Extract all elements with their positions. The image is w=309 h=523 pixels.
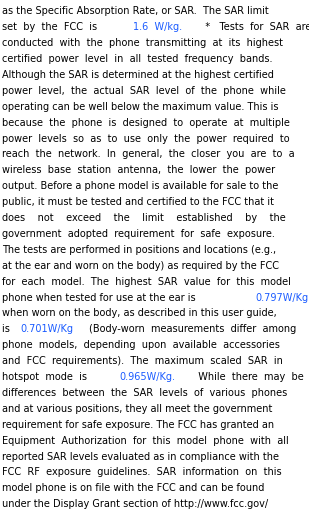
Text: differences  between  the  SAR  levels  of  various  phones: differences between the SAR levels of va…	[2, 388, 287, 398]
Text: (Body-worn  measurements  differ  among: (Body-worn measurements differ among	[89, 324, 296, 334]
Text: set  by  the  FCC  is: set by the FCC is	[2, 22, 104, 32]
Text: output. Before a phone model is available for sale to the: output. Before a phone model is availabl…	[2, 181, 278, 191]
Text: is: is	[2, 324, 16, 334]
Text: power  level,  the  actual  SAR  level  of  the  phone  while: power level, the actual SAR level of the…	[2, 86, 286, 96]
Text: does    not    exceed    the    limit    established    by    the: does not exceed the limit established by…	[2, 213, 286, 223]
Text: for  each  model.  The  highest  SAR  value  for  this  model: for each model. The highest SAR value fo…	[2, 277, 291, 287]
Text: model phone is on file with the FCC and can be found: model phone is on file with the FCC and …	[2, 483, 265, 493]
Text: Although the SAR is determined at the highest certified: Although the SAR is determined at the hi…	[2, 70, 274, 80]
Text: The tests are performed in positions and locations (e.g.,: The tests are performed in positions and…	[2, 245, 276, 255]
Text: power  levels  so  as  to  use  only  the  power  required  to: power levels so as to use only the power…	[2, 133, 290, 144]
Text: certified  power  level  in  all  tested  frequency  bands.: certified power level in all tested freq…	[2, 54, 273, 64]
Text: reach  the  network.  In  general,  the  closer  you  are  to  a: reach the network. In general, the close…	[2, 150, 294, 160]
Text: *   Tests  for  SAR  are: * Tests for SAR are	[196, 22, 309, 32]
Text: FCC  RF  exposure  guidelines.  SAR  information  on  this: FCC RF exposure guidelines. SAR informat…	[2, 468, 281, 477]
Text: government  adopted  requirement  for  safe  exposure.: government adopted requirement for safe …	[2, 229, 275, 239]
Text: 1.6  W/kg.: 1.6 W/kg.	[133, 22, 182, 32]
Text: While  there  may  be: While there may be	[192, 372, 304, 382]
Text: and  FCC  requirements).  The  maximum  scaled  SAR  in: and FCC requirements). The maximum scale…	[2, 356, 283, 366]
Text: hotspot  mode  is: hotspot mode is	[2, 372, 93, 382]
Text: when worn on the body, as described in this user guide,: when worn on the body, as described in t…	[2, 309, 277, 319]
Text: as the Specific Absorption Rate, or SAR.  The SAR limit: as the Specific Absorption Rate, or SAR.…	[2, 6, 269, 16]
Text: because  the  phone  is  designed  to  operate  at  multiple: because the phone is designed to operate…	[2, 118, 290, 128]
Text: Equipment  Authorization  for  this  model  phone  with  all: Equipment Authorization for this model p…	[2, 436, 289, 446]
Text: wireless  base  station  antenna,  the  lower  the  power: wireless base station antenna, the lower…	[2, 165, 275, 175]
Text: reported SAR levels evaluated as in compliance with the: reported SAR levels evaluated as in comp…	[2, 451, 279, 462]
Text: conducted  with  the  phone  transmitting  at  its  highest: conducted with the phone transmitting at…	[2, 38, 283, 48]
Text: public, it must be tested and certified to the FCC that it: public, it must be tested and certified …	[2, 197, 274, 207]
Text: under the Display Grant section of http://www.fcc.gov/: under the Display Grant section of http:…	[2, 499, 268, 509]
Text: requirement for safe exposure. The FCC has granted an: requirement for safe exposure. The FCC h…	[2, 420, 274, 430]
Text: operating can be well below the maximum value. This is: operating can be well below the maximum …	[2, 102, 278, 112]
Text: 0.797W/Kg: 0.797W/Kg	[256, 292, 309, 303]
Text: phone when tested for use at the ear is: phone when tested for use at the ear is	[2, 292, 199, 303]
Text: phone  models,  depending  upon  available  accessories: phone models, depending upon available a…	[2, 340, 280, 350]
Text: 0.701W/Kg: 0.701W/Kg	[20, 324, 73, 334]
Text: 0.965W/Kg.: 0.965W/Kg.	[120, 372, 176, 382]
Text: and at various positions, they all meet the government: and at various positions, they all meet …	[2, 404, 272, 414]
Text: at the ear and worn on the body) as required by the FCC: at the ear and worn on the body) as requ…	[2, 261, 279, 271]
